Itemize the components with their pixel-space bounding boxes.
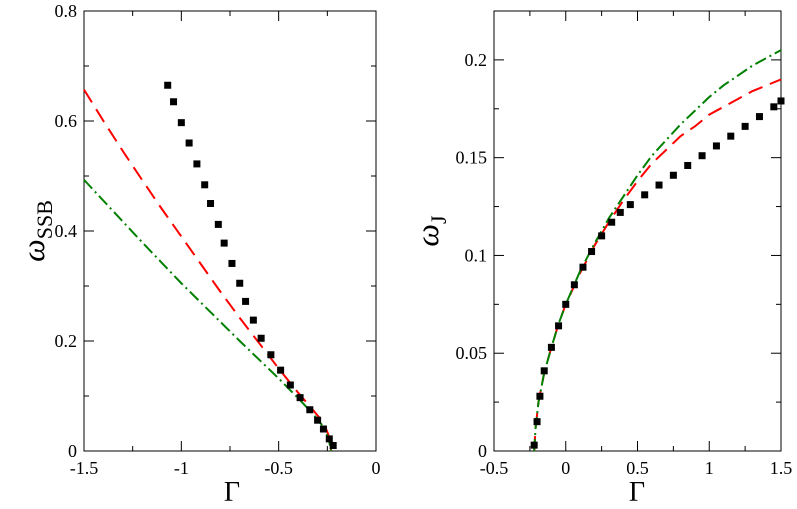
left-dotted-point	[277, 366, 285, 374]
right-dotted-point	[626, 201, 634, 209]
left-xtick-label: -1	[174, 458, 189, 478]
right-dotted-point	[712, 142, 720, 150]
left-dotted-point	[236, 279, 244, 287]
right-xlabel: Γ	[629, 477, 645, 508]
right-xtick-label: -0.5	[480, 458, 509, 478]
left-dotted-point	[170, 98, 178, 106]
right-ytick-label: 0	[478, 441, 487, 461]
right-dotted-point	[608, 218, 616, 226]
right-tick-labels: -0.5 0 0.5 1 1.500.050.10.150.2	[456, 50, 793, 478]
right-dotted-point	[530, 441, 538, 449]
right-dotted-point	[547, 343, 555, 351]
left-series	[83, 81, 337, 452]
left-ylabel: ωSSB	[15, 200, 57, 262]
right-dotted-point	[598, 232, 606, 240]
right-ytick-label: 0.2	[465, 50, 488, 70]
right-dotted-point	[579, 263, 587, 271]
right-dotted-point	[741, 122, 749, 130]
left-ticks	[83, 10, 377, 452]
left-xtick-label: -1.5	[70, 458, 99, 478]
right-dotted-point	[755, 113, 763, 121]
right-dotted-point	[570, 281, 578, 289]
right-dotted-point	[770, 103, 778, 111]
right-ytick-label: 0.15	[456, 148, 488, 168]
left-dotted-point	[257, 334, 265, 342]
left-ytick-label: 0.6	[55, 111, 78, 131]
left-tick-labels: -1.5 -1 -0.5 0 0 0.2 0.4 0.6 0.8	[55, 1, 381, 478]
left-ylabel-sub: SSB	[32, 200, 57, 239]
left-dotted-point	[306, 406, 314, 414]
left-dotted-point	[329, 442, 337, 449]
right-dotted-point	[536, 392, 544, 400]
right-dotted-point	[562, 300, 570, 308]
right-ylabel: ωJ	[409, 215, 451, 247]
right-xtick-label: 1.5	[770, 458, 793, 478]
left-ytick-label: 0.4	[55, 221, 78, 241]
left-dotted-point	[228, 259, 236, 267]
left-ytick-label: 0	[68, 441, 77, 461]
left-xlabel: Γ	[224, 477, 240, 508]
right-dotted-point	[588, 248, 596, 256]
right-dotted-point	[669, 171, 677, 179]
right-chart: -0.5 0 0.5 1 1.500.050.10.150.2 Γ ωJ	[409, 10, 793, 508]
right-dotted-point	[641, 191, 649, 199]
right-ticks	[493, 11, 782, 452]
right-xtick-label: 0	[561, 458, 570, 478]
left-dotted-point	[319, 425, 327, 433]
left-chart: -1.5 -1 -0.5 0 0 0.2 0.4 0.6 0.8 Γ ωSSB	[15, 1, 381, 508]
left-dotted-point	[242, 297, 250, 305]
right-series-dashdot-line	[533, 49, 782, 452]
right-xtick-label: 1	[705, 458, 714, 478]
left-dotted-point	[164, 81, 172, 89]
right-dotted-point	[616, 208, 624, 216]
left-dotted-point	[249, 316, 257, 324]
right-ylabel-sub: J	[426, 215, 451, 224]
right-dotted-point	[533, 418, 541, 426]
left-ytick-label: 0.8	[55, 1, 78, 21]
left-dotted-point	[296, 394, 304, 402]
right-ytick-label: 0.1	[465, 245, 488, 265]
left-dotted-point	[286, 381, 294, 389]
right-ytick-label: 0.05	[456, 343, 488, 363]
right-ylabel-main: ω	[409, 224, 445, 247]
left-dotted-point	[207, 200, 215, 207]
left-dotted-point	[220, 239, 228, 247]
left-dotted-point	[314, 416, 322, 424]
left-series-dotted	[164, 81, 337, 449]
left-ylabel-main: ω	[15, 239, 51, 262]
left-dotted-point	[325, 435, 333, 443]
left-xtick-label: 0	[372, 458, 381, 478]
right-dotted-point	[540, 367, 548, 375]
right-dotted-point	[555, 322, 563, 330]
left-dotted-point	[214, 220, 222, 228]
left-ytick-label: 0.2	[55, 331, 78, 351]
right-dotted-point	[698, 152, 706, 160]
left-dotted-point	[177, 119, 185, 127]
left-series-dashed-line	[83, 89, 333, 452]
right-series-dotted	[530, 97, 785, 449]
left-dotted-point	[185, 139, 193, 147]
right-dotted-point	[655, 181, 663, 189]
left-dotted-point	[267, 351, 275, 359]
right-dotted-point	[727, 132, 735, 140]
left-dotted-point	[193, 160, 201, 168]
left-dotted-point	[201, 181, 209, 189]
left-xtick-label: -0.5	[264, 458, 293, 478]
right-dotted-point	[684, 161, 692, 169]
right-dotted-point	[777, 97, 785, 105]
right-series	[530, 49, 785, 452]
right-xtick-label: 0.5	[626, 458, 649, 478]
